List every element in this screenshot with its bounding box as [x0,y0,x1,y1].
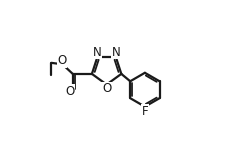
Text: O: O [102,82,111,96]
Text: O: O [57,54,66,67]
Text: O: O [65,85,75,98]
Text: N: N [92,46,101,59]
Text: N: N [112,46,121,59]
Text: F: F [142,105,148,118]
